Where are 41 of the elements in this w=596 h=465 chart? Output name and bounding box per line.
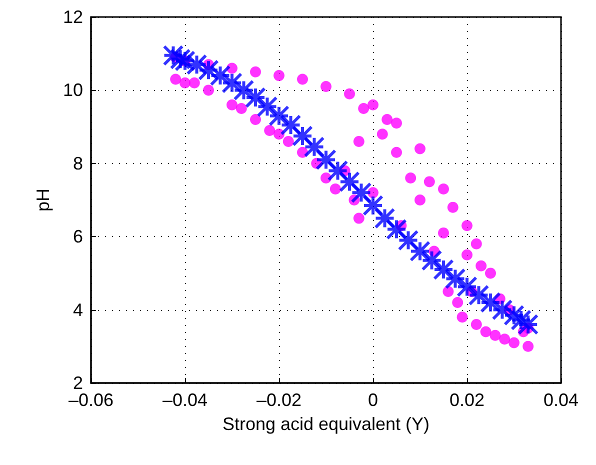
point	[292, 125, 313, 146]
y-tick-label: 8	[72, 153, 83, 174]
point	[456, 276, 478, 298]
point	[468, 284, 490, 306]
y-tick-label: 12	[62, 7, 83, 27]
x-tick-label: –0.02	[256, 390, 302, 410]
point	[410, 240, 430, 262]
point	[280, 114, 302, 136]
y-axis-title: pH	[33, 188, 54, 212]
point	[433, 259, 454, 280]
x-tick-label: –0.04	[162, 390, 208, 410]
point	[198, 60, 219, 81]
point	[222, 72, 242, 94]
point	[256, 96, 278, 118]
point	[245, 87, 266, 108]
x-tick-label: 0.04	[543, 390, 579, 410]
x-tick-label: 0	[368, 390, 378, 410]
point	[421, 250, 442, 271]
point	[350, 182, 372, 204]
point	[210, 65, 231, 86]
y-tick-label: 6	[72, 226, 83, 247]
point	[233, 80, 254, 101]
x-axis-title: Strong acid equivalent (Y)	[222, 414, 430, 434]
point	[304, 136, 325, 158]
point	[480, 292, 501, 313]
point	[174, 50, 196, 72]
point	[268, 105, 290, 126]
point	[327, 160, 348, 182]
point	[362, 194, 384, 216]
y-tick-label: 4	[72, 300, 83, 320]
point	[444, 268, 466, 290]
point	[386, 218, 407, 240]
y-tick-label: 2	[72, 373, 83, 393]
point	[162, 44, 184, 66]
point	[339, 171, 360, 192]
point	[374, 208, 396, 229]
point	[398, 230, 419, 251]
x-tick-label: –0.06	[68, 390, 114, 410]
point	[316, 149, 336, 170]
x-tick-label: 0.02	[449, 390, 485, 410]
y-tick-label: 10	[62, 80, 83, 100]
